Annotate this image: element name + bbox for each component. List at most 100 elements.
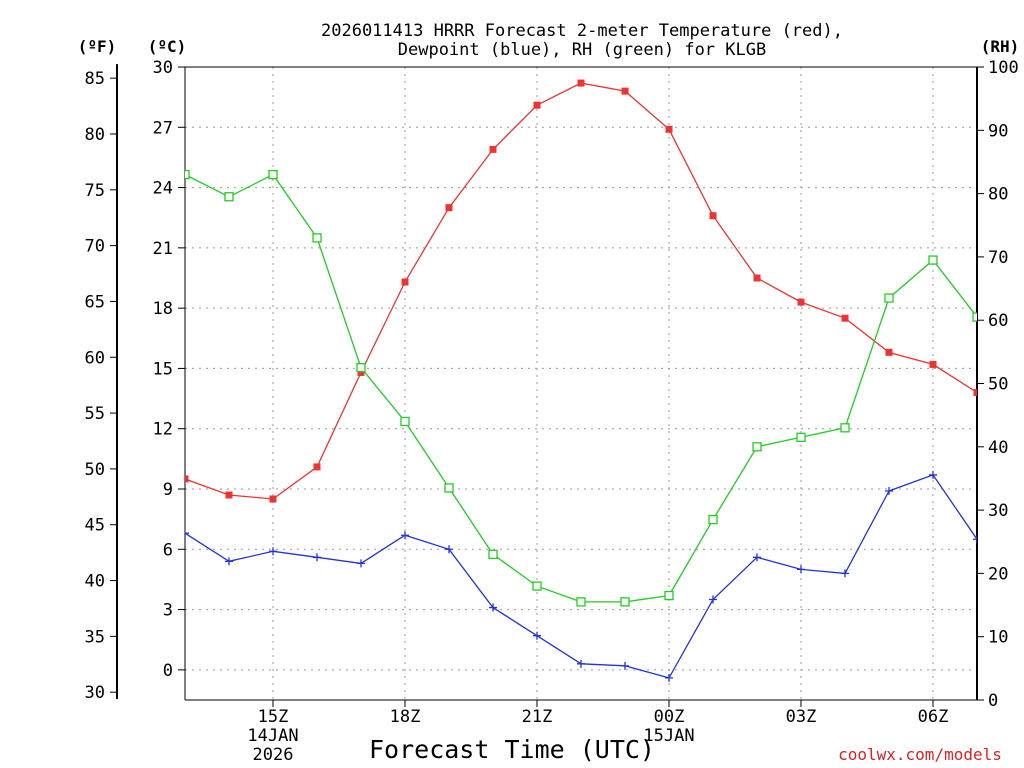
source-credit: coolwx.com/models xyxy=(838,745,1002,764)
celsius-tick-label: 12 xyxy=(153,420,173,440)
celsius-tick-label: 18 xyxy=(153,299,173,319)
celsius-tick-label: 6 xyxy=(163,540,173,560)
dewpoint-point xyxy=(885,487,893,496)
x-date-label: 15JAN xyxy=(643,726,694,746)
rh-tick-label: 30 xyxy=(988,501,1008,521)
rh-point xyxy=(268,169,278,180)
2-meter-temperature-point xyxy=(709,212,717,220)
x-tick-label: 00Z xyxy=(654,707,685,727)
fahrenheit-tick-label: 55 xyxy=(85,404,105,424)
rh-point xyxy=(796,432,806,442)
rh-point xyxy=(928,255,938,265)
dewpoint-point xyxy=(445,545,453,554)
fahrenheit-tick-label: 75 xyxy=(85,181,105,201)
x-tick-label: 21Z xyxy=(522,707,553,727)
rh-point xyxy=(884,293,894,303)
x-tick-label: 18Z xyxy=(390,707,421,727)
rh-point xyxy=(224,192,234,202)
dewpoint-series xyxy=(185,470,977,682)
celsius-tick-label: 27 xyxy=(153,118,173,138)
dewpoint-point xyxy=(929,470,937,479)
x-tick-label: 15Z xyxy=(258,707,289,727)
x-date-label: 14JAN xyxy=(247,726,298,746)
dewpoint-point xyxy=(577,659,585,668)
rh-point xyxy=(185,169,190,180)
2-meter-temperature-point xyxy=(797,298,805,306)
2-meter-temperature-point xyxy=(929,360,937,368)
celsius-tick-label: 30 xyxy=(153,58,173,78)
rh-point xyxy=(356,363,366,373)
2-meter-temperature-point xyxy=(269,495,277,503)
celsius-tick-label: 0 xyxy=(163,661,173,681)
rh-tick-label: 0 xyxy=(988,691,998,711)
rh-tick-label: 50 xyxy=(988,375,1008,395)
rh-point xyxy=(708,514,718,525)
dewpoint-point xyxy=(533,631,541,640)
rh-tick-label: 20 xyxy=(988,564,1008,584)
chart-title-line1: 2026011413 HRRR Forecast 2-meter Tempera… xyxy=(321,21,843,41)
2-meter-temperature-point xyxy=(533,101,541,109)
rh-tick-label: 10 xyxy=(988,628,1008,648)
rh-point xyxy=(972,312,977,322)
x-tick-label: 06Z xyxy=(918,707,949,727)
chart-axes: 30 35 40 45 50 55 60 65 70 75 80 85 0 3 6 9 12 15 18 21 24 27… xyxy=(85,58,1019,765)
2-meter-temperature-point xyxy=(841,314,849,322)
dewpoint-point xyxy=(621,661,629,670)
2-meter-temperature-point xyxy=(621,87,629,95)
dewpoint-point xyxy=(269,547,277,556)
fahrenheit-tick-label: 50 xyxy=(85,460,105,480)
fahrenheit-tick-label: 70 xyxy=(85,237,105,257)
rh-series xyxy=(185,169,977,607)
celsius-tick-label: 9 xyxy=(163,480,173,500)
2-meter-temperature-point xyxy=(225,491,233,499)
2-meter-temperature-point xyxy=(357,368,365,376)
dewpoint-point xyxy=(401,531,409,540)
2-meter-temperature-point xyxy=(665,125,673,133)
2-meter-temperature-point xyxy=(577,79,585,87)
rh-tick-label: 70 xyxy=(988,248,1008,268)
rh-tick-label: 60 xyxy=(988,311,1008,331)
rh-tick-label: 90 xyxy=(988,121,1008,141)
dewpoint-point xyxy=(709,595,717,604)
celsius-tick-label: 24 xyxy=(153,179,173,199)
rh-point xyxy=(488,549,498,560)
rh-point xyxy=(752,442,762,452)
rh-point xyxy=(312,233,322,243)
dewpoint-point xyxy=(357,559,365,568)
dewpoint-point xyxy=(753,553,761,562)
fahrenheit-tick-label: 60 xyxy=(85,348,105,368)
dewpoint-point xyxy=(841,569,849,578)
rh-point xyxy=(400,416,410,427)
rh-unit-label: (RH) xyxy=(981,37,1020,56)
fahrenheit-tick-label: 65 xyxy=(85,292,105,312)
rh-point xyxy=(576,597,586,607)
dewpoint-point xyxy=(489,603,497,612)
fahrenheit-tick-label: 35 xyxy=(85,627,105,647)
celsius-tick-label: 21 xyxy=(153,239,173,259)
rh-tick-label: 100 xyxy=(988,58,1019,78)
fahrenheit-tick-label: 45 xyxy=(85,516,105,536)
2-meter-temperature-point xyxy=(973,389,977,397)
fahrenheit-tick-label: 30 xyxy=(85,683,105,703)
dewpoint-point xyxy=(973,535,977,544)
rh-point xyxy=(664,590,674,601)
2-meter-temperature-point xyxy=(753,274,761,282)
rh-tick-label: 40 xyxy=(988,438,1008,458)
dewpoint-point xyxy=(797,565,805,574)
rh-point xyxy=(620,597,630,607)
rh-tick-label: 80 xyxy=(988,185,1008,205)
grid-lines xyxy=(185,67,977,700)
x-axis-title: Forecast Time (UTC) xyxy=(369,735,655,764)
rh-point xyxy=(444,483,454,493)
dewpoint-point xyxy=(185,529,189,538)
fahrenheit-tick-label: 40 xyxy=(85,572,105,592)
2-meter-temperature-point xyxy=(185,475,189,483)
chart-title-line2: Dewpoint (blue), RH (green) for KLGB xyxy=(398,40,766,60)
rh-point xyxy=(532,581,542,591)
dewpoint-point xyxy=(313,553,321,562)
celsius-tick-label: 15 xyxy=(153,359,173,379)
2-meter-temperature-point xyxy=(445,204,453,212)
2-meter-temperature-point xyxy=(401,278,409,286)
